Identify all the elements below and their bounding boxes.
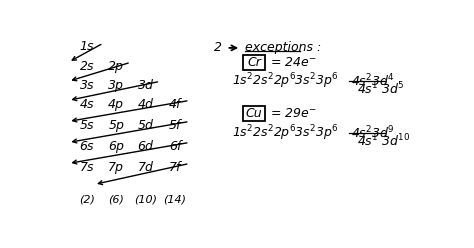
Text: = 29e$^{-}$: = 29e$^{-}$: [271, 107, 317, 120]
Text: 1s$^2$2s$^2$2p$^6$3s$^2$3p$^6$: 1s$^2$2s$^2$2p$^6$3s$^2$3p$^6$: [232, 71, 338, 91]
Text: 6f: 6f: [169, 140, 181, 153]
Text: 2: 2: [214, 41, 222, 54]
Text: 3p: 3p: [108, 79, 124, 92]
Text: 4s: 4s: [80, 98, 94, 111]
Text: 4p: 4p: [108, 98, 124, 111]
Text: 4s$^1$ 3d$^{10}$: 4s$^1$ 3d$^{10}$: [357, 133, 410, 149]
Text: 4s$^2$3d$^9$: 4s$^2$3d$^9$: [351, 124, 395, 141]
Text: 6p: 6p: [108, 140, 124, 153]
Text: 2s: 2s: [80, 60, 94, 73]
Text: (2): (2): [79, 195, 95, 205]
Text: 7f: 7f: [169, 161, 181, 174]
Text: (6): (6): [108, 195, 124, 205]
Text: Cu: Cu: [246, 107, 262, 120]
Text: 1s: 1s: [80, 40, 94, 54]
Text: 5s: 5s: [80, 119, 94, 132]
Text: 7s: 7s: [80, 161, 94, 174]
Text: = 24e$^{-}$: = 24e$^{-}$: [271, 56, 317, 69]
Text: 3d: 3d: [137, 79, 154, 92]
Text: 5d: 5d: [137, 119, 154, 132]
Text: (14): (14): [164, 195, 186, 205]
Text: 6d: 6d: [137, 140, 154, 153]
Text: 5f: 5f: [169, 119, 181, 132]
Text: 5p: 5p: [108, 119, 124, 132]
Text: 7d: 7d: [137, 161, 154, 174]
Bar: [243, 55, 265, 70]
Text: 2p: 2p: [108, 60, 124, 73]
Text: 4s$^2$3d$^4$: 4s$^2$3d$^4$: [351, 73, 395, 90]
Text: (10): (10): [134, 195, 157, 205]
Text: 3s: 3s: [80, 79, 94, 92]
Text: 4f: 4f: [169, 98, 181, 111]
Text: 6s: 6s: [80, 140, 94, 153]
Text: Cr: Cr: [247, 56, 261, 69]
Text: 7p: 7p: [108, 161, 124, 174]
Text: 4d: 4d: [137, 98, 154, 111]
Text: exceptions :: exceptions :: [245, 41, 321, 54]
Text: 4s$^1$ 3d$^5$: 4s$^1$ 3d$^5$: [357, 81, 404, 98]
Bar: [243, 106, 265, 122]
Text: 1s$^2$2s$^2$2p$^6$3s$^2$3p$^6$: 1s$^2$2s$^2$2p$^6$3s$^2$3p$^6$: [232, 123, 338, 143]
